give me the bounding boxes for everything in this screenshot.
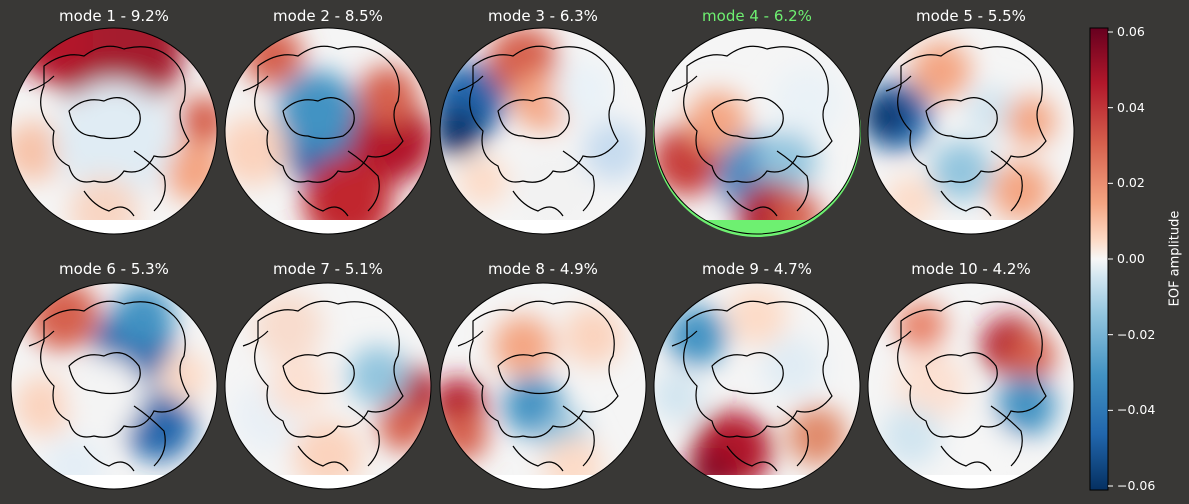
coastlines — [242, 300, 404, 472]
colorbar — [1089, 27, 1113, 491]
panel-title-mode-10: mode 10 - 4.2% — [911, 260, 1031, 278]
map-panel-mode-3 — [439, 27, 647, 235]
eof-field — [868, 300, 1074, 489]
colorbar-tick-label: 0.06 — [1117, 24, 1145, 39]
eof-field — [11, 28, 217, 234]
map-panel-mode-9 — [653, 282, 861, 490]
panel-title-mode-5: mode 5 - 5.5% — [916, 7, 1026, 25]
colorbar-tick-label: 0.02 — [1117, 175, 1145, 191]
eof-field — [440, 28, 646, 234]
colorbar-axis-label: EOF amplitude — [1167, 210, 1183, 307]
coastlines — [671, 300, 833, 472]
colorbar-tick-label: −0.04 — [1117, 402, 1156, 418]
map-panel-mode-10 — [867, 282, 1075, 490]
panel-title-mode-7: mode 7 - 5.1% — [273, 260, 383, 278]
panel-title-mode-3: mode 3 - 6.3% — [488, 7, 598, 25]
coastlines — [457, 45, 619, 217]
coastlines — [28, 300, 190, 472]
coastlines — [457, 300, 619, 472]
eof-field — [654, 45, 860, 234]
map-panel-mode-4 — [653, 27, 861, 237]
colorbar-tick-label: −0.02 — [1117, 326, 1156, 342]
panel-title-mode-4: mode 4 - 6.2% — [702, 7, 812, 25]
coastlines — [671, 45, 833, 217]
coastlines — [885, 45, 1047, 217]
map-panel-mode-1 — [10, 27, 218, 235]
colorbar-tick-label: 0.00 — [1117, 251, 1145, 266]
map-panel-mode-6 — [10, 282, 218, 490]
map-panel-mode-7 — [224, 282, 432, 490]
panel-title-mode-6: mode 6 - 5.3% — [59, 260, 169, 278]
colorbar-tick-label: 0.04 — [1117, 99, 1145, 115]
eof-field — [11, 283, 217, 489]
map-panel-mode-5 — [867, 27, 1075, 235]
colorbar-tick-label: −0.06 — [1117, 478, 1156, 493]
map-panel-mode-8 — [439, 282, 647, 490]
colorbar-gradient — [1089, 27, 1109, 491]
map-panel-mode-2 — [224, 27, 432, 235]
coastlines — [28, 45, 190, 217]
panel-title-mode-8: mode 8 - 4.9% — [488, 260, 598, 278]
coastlines — [242, 45, 404, 217]
panel-title-mode-1: mode 1 - 9.2% — [59, 7, 169, 25]
coastlines — [885, 300, 1047, 472]
panel-title-mode-2: mode 2 - 8.5% — [273, 7, 383, 25]
panel-title-mode-9: mode 9 - 4.7% — [702, 260, 812, 278]
